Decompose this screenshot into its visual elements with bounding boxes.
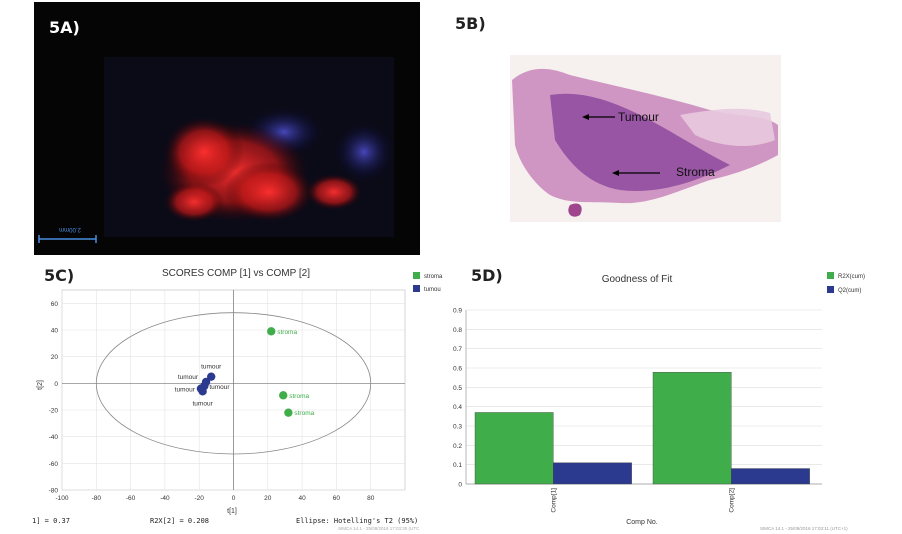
legend-swatch-stroma — [413, 272, 420, 279]
legend: R2X(cum) Q2(cum) — [827, 272, 865, 294]
data-label-tumou: tumour — [201, 364, 222, 371]
y-tick-label: 0.5 — [453, 385, 462, 392]
panel-label-b: 5B) — [455, 14, 486, 33]
bar-r2xcum — [652, 372, 732, 485]
fluorescence-image-drawing: 2.00mm — [38, 57, 394, 243]
data-label-stroma: stroma — [289, 393, 309, 400]
y-tick-label: 0.3 — [453, 424, 462, 431]
x-tick-label: 60 — [333, 495, 341, 502]
x-tick-label: -40 — [160, 495, 170, 502]
data-point-stroma — [267, 327, 276, 336]
legend-label-q2: Q2(cum) — [838, 288, 861, 294]
y-tick-label: 40 — [51, 328, 59, 335]
data-label-tumou: tumour — [209, 384, 230, 391]
x-tick-label: -20 — [194, 495, 204, 502]
y-tick-label: 0.2 — [453, 443, 462, 450]
y-tick-label: 0.4 — [453, 404, 462, 411]
fluorescence-image: 2.00mm — [34, 2, 420, 255]
legend-label-tumou: tumou — [424, 287, 441, 293]
panel-label-a: 5A) — [49, 18, 80, 37]
tumour-annotation: Tumour — [618, 110, 659, 124]
footer-stamp-d: SIMCA 14.1 - 25/08/2016 17:03:11 (UTC+1) — [760, 526, 848, 531]
x-axis-label: t[1] — [227, 508, 237, 515]
data-point-stroma — [279, 391, 288, 400]
y-tick-label: 0.9 — [453, 308, 462, 315]
footer-ellipse: Ellipse: Hotelling's T2 (95%) — [296, 517, 418, 525]
y-tick-label: 0.8 — [453, 327, 462, 334]
legend-label-r2x: R2X(cum) — [838, 274, 865, 280]
data-point-tumou — [198, 387, 207, 396]
histology-image-drawing: Tumour Stroma — [512, 68, 778, 217]
stroma-annotation: Stroma — [676, 165, 715, 179]
scale-bar-label: 2.00mm — [59, 226, 81, 232]
chart-title: Goodness of Fit — [602, 274, 673, 285]
y-tick-label: -40 — [49, 434, 59, 441]
y-tick-label: 0.1 — [453, 462, 462, 469]
footer-r2x-2: R2X[2] = 0.208 — [150, 517, 209, 525]
y-tick-label: 60 — [51, 301, 59, 308]
y-tick-label: 20 — [51, 354, 59, 361]
data-label-tumou: tumour — [193, 400, 214, 407]
panel-label-c: 5C) — [44, 266, 75, 285]
plot-area: -100 -80 -60 -40 -20 0 20 40 60 80-80-60-40-20020… — [49, 289, 406, 502]
y-tick-label: 0 — [458, 482, 462, 489]
scale-bar: 2.00mm — [38, 226, 97, 243]
footer-stamp-c: SIMCA 14.1 - 25/08/2016 17:03:30 (UTC — [338, 526, 420, 531]
data-point-tumou — [207, 372, 216, 381]
legend-label-stroma: stroma — [424, 274, 443, 280]
data-label-stroma: stroma — [294, 410, 314, 417]
histology-image: Tumour Stroma — [510, 55, 781, 222]
bar-q2cum — [731, 468, 810, 485]
x-axis-label: Comp No. — [626, 519, 658, 526]
y-tick-label: 0 — [54, 381, 58, 388]
y-tick-label: 0.7 — [453, 346, 462, 353]
x-tick-label: 20 — [264, 495, 272, 502]
chart-title: SCORES COMP [1] vs COMP [2] — [162, 268, 310, 279]
data-label-tumou: tumour — [178, 374, 199, 381]
data-point-stroma — [284, 408, 293, 417]
panel-label-d: 5D) — [471, 266, 503, 285]
y-tick-label: -20 — [49, 408, 59, 415]
x-tick-label: -100 — [55, 495, 68, 502]
x-tick-label: 0 — [232, 495, 236, 502]
x-tick-label: Comp[2] — [728, 488, 735, 513]
plot-area: 0 0.1 0.2 0.3 0.4 0.5 0.6 0.7 0.8 0.9 Comp[1] Comp[… — [453, 308, 822, 513]
bar-r2xcum — [474, 412, 554, 485]
legend-swatch-r2x — [827, 272, 834, 279]
y-tick-label: 0.6 — [453, 366, 462, 373]
bar-q2cum — [553, 462, 632, 485]
y-axis-label: t[2] — [37, 380, 44, 390]
legend-swatch-q2 — [827, 286, 834, 293]
data-label-tumou: tumour — [175, 387, 196, 394]
footer-r2x-1: 1] = 0.37 — [32, 517, 70, 525]
x-tick-label: Comp[1] — [550, 488, 557, 513]
x-tick-label: 40 — [298, 495, 306, 502]
goodness-of-fit-chart: Goodness of Fit 0 0.1 0.2 0.3 0.4 0.5 0.6 0.7 0.… — [453, 272, 865, 531]
legend: stroma tumou — [413, 272, 443, 293]
x-tick-label: 80 — [367, 495, 375, 502]
x-tick-label: -60 — [126, 495, 136, 502]
y-tick-label: -80 — [49, 488, 59, 495]
x-tick-label: -80 — [92, 495, 102, 502]
legend-swatch-tumou — [413, 285, 420, 292]
data-label-stroma: stroma — [277, 329, 297, 336]
hotelling-ellipse — [95, 312, 372, 455]
y-tick-label: -60 — [49, 461, 59, 468]
scores-scatter-chart: SCORES COMP [1] vs COMP [2] -100 -80 -60 -4… — [32, 268, 443, 531]
